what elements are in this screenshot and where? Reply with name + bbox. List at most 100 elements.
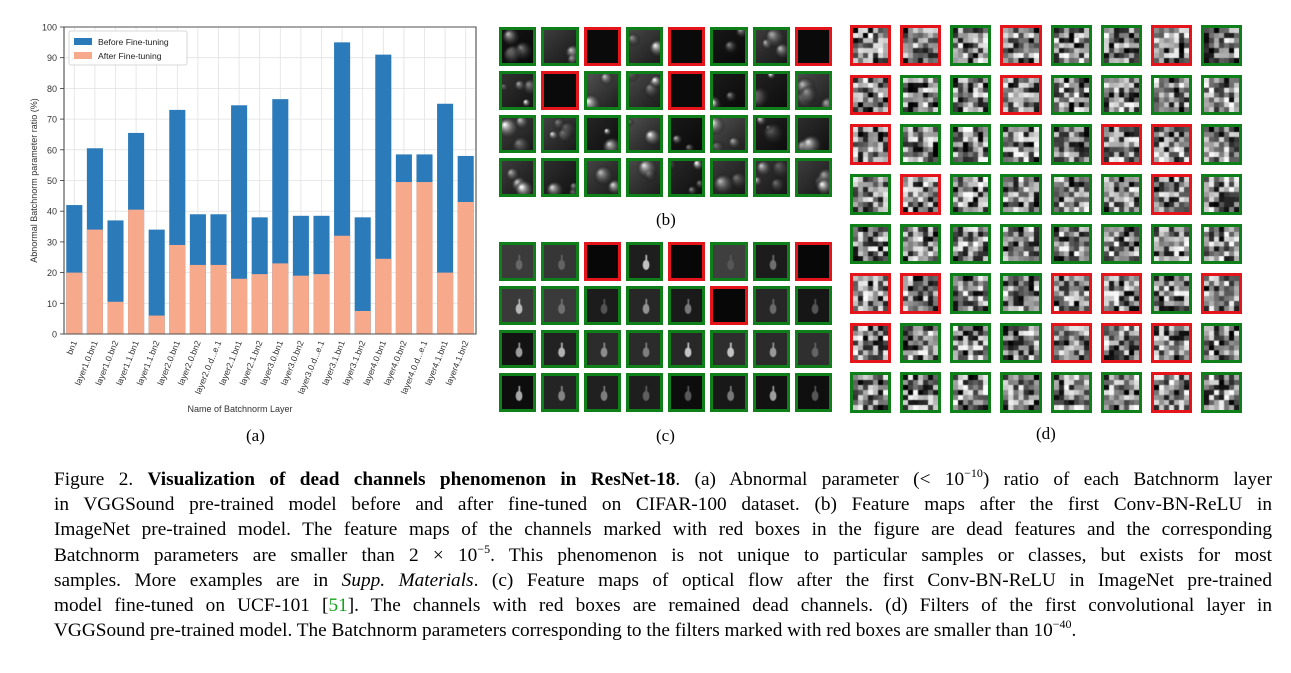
channel-image <box>953 226 989 262</box>
channel-image <box>953 276 989 311</box>
channel-cell <box>794 158 832 197</box>
channel-cell <box>1200 372 1242 413</box>
feature-maps-panel-b <box>499 27 832 197</box>
channel-cell <box>541 329 579 369</box>
channel-cell <box>668 285 706 325</box>
channel-image <box>1153 127 1189 162</box>
panel-label-d: (d) <box>1036 424 1056 443</box>
channel-image <box>544 245 576 278</box>
dead-channel-cell <box>1150 372 1192 413</box>
channel-image <box>671 73 703 107</box>
channel-image <box>628 117 660 151</box>
channel-image <box>544 332 576 366</box>
channel-cell <box>752 329 790 369</box>
channel-image <box>586 332 618 366</box>
channel-image <box>755 73 787 107</box>
channel-image <box>502 30 534 63</box>
channel-image <box>502 288 534 322</box>
bar-after <box>128 209 145 334</box>
channel-image <box>1153 28 1189 63</box>
channel-image <box>713 30 745 63</box>
channel-cell <box>1200 223 1242 265</box>
channel-image <box>1103 325 1139 361</box>
bar-after <box>272 263 289 334</box>
channel-image <box>797 376 829 409</box>
dead-channel-cell <box>1150 25 1192 66</box>
channel-cell <box>499 329 537 369</box>
dead-channel-cell <box>1150 124 1192 165</box>
channel-image <box>755 376 787 409</box>
channel-image <box>544 73 576 107</box>
channel-image <box>1053 77 1089 113</box>
channel-image <box>1003 325 1039 361</box>
channel-image <box>853 375 889 410</box>
channel-image <box>1103 375 1139 410</box>
bar-after <box>395 182 412 334</box>
channel-image <box>502 245 534 278</box>
channel-cell <box>541 114 579 154</box>
channel-image <box>1203 176 1239 212</box>
bar-after <box>169 244 186 334</box>
legend-swatch <box>74 52 92 59</box>
channel-image <box>853 276 889 311</box>
channel-cell <box>1100 25 1142 66</box>
ytick-label: 70 <box>47 115 57 125</box>
channel-cell <box>499 373 537 412</box>
channel-image <box>1003 375 1039 410</box>
channel-image <box>797 332 829 366</box>
channel-image <box>544 117 576 151</box>
channel-cell <box>541 373 579 412</box>
dead-channel-cell <box>850 322 892 364</box>
bar-after <box>416 182 433 334</box>
channel-image <box>853 325 889 361</box>
bar-after <box>457 201 474 334</box>
dead-channel-cell <box>900 173 942 215</box>
channel-image <box>953 176 989 212</box>
channel-cell <box>950 322 992 364</box>
channel-image <box>628 288 660 322</box>
bar-after <box>66 272 83 334</box>
bar-before <box>231 105 248 334</box>
channel-image <box>713 73 745 107</box>
channel-image <box>502 73 534 107</box>
channel-image <box>1003 226 1039 262</box>
ytick-label: 0 <box>52 330 57 340</box>
channel-image <box>1103 276 1139 311</box>
channel-cell <box>710 373 748 412</box>
ytick-label: 40 <box>47 207 57 217</box>
channel-cell <box>583 158 621 197</box>
channel-image <box>1203 375 1239 410</box>
flow-maps-panel-c <box>499 242 832 412</box>
channel-image <box>755 161 787 194</box>
dead-channel-cell <box>850 124 892 165</box>
channel-cell <box>668 329 706 369</box>
channel-cell <box>583 373 621 412</box>
ytick-label: 30 <box>47 237 57 247</box>
channel-image <box>903 28 939 63</box>
dead-channel-cell <box>668 242 706 281</box>
channel-image <box>797 73 829 107</box>
channel-cell <box>541 285 579 325</box>
channel-image <box>1153 176 1189 212</box>
dead-channel-cell <box>668 70 706 110</box>
channel-cell <box>1050 173 1092 215</box>
channel-image <box>1153 77 1189 113</box>
channel-cell <box>950 74 992 116</box>
channel-cell <box>625 158 663 197</box>
channel-cell <box>499 27 537 66</box>
bar-after <box>375 258 392 334</box>
channel-cell <box>1200 124 1242 165</box>
channel-image <box>1203 276 1239 311</box>
channel-image <box>1053 28 1089 63</box>
bar-after <box>210 264 227 334</box>
dead-channel-cell <box>583 242 621 281</box>
channel-cell <box>1000 173 1042 215</box>
bar-after <box>251 274 268 334</box>
bar-after <box>313 274 330 334</box>
channel-cell <box>541 242 579 281</box>
channel-image <box>853 77 889 113</box>
channel-cell <box>752 27 790 66</box>
channel-image <box>755 245 787 278</box>
dead-channel-cell <box>541 70 579 110</box>
channel-image <box>755 117 787 151</box>
